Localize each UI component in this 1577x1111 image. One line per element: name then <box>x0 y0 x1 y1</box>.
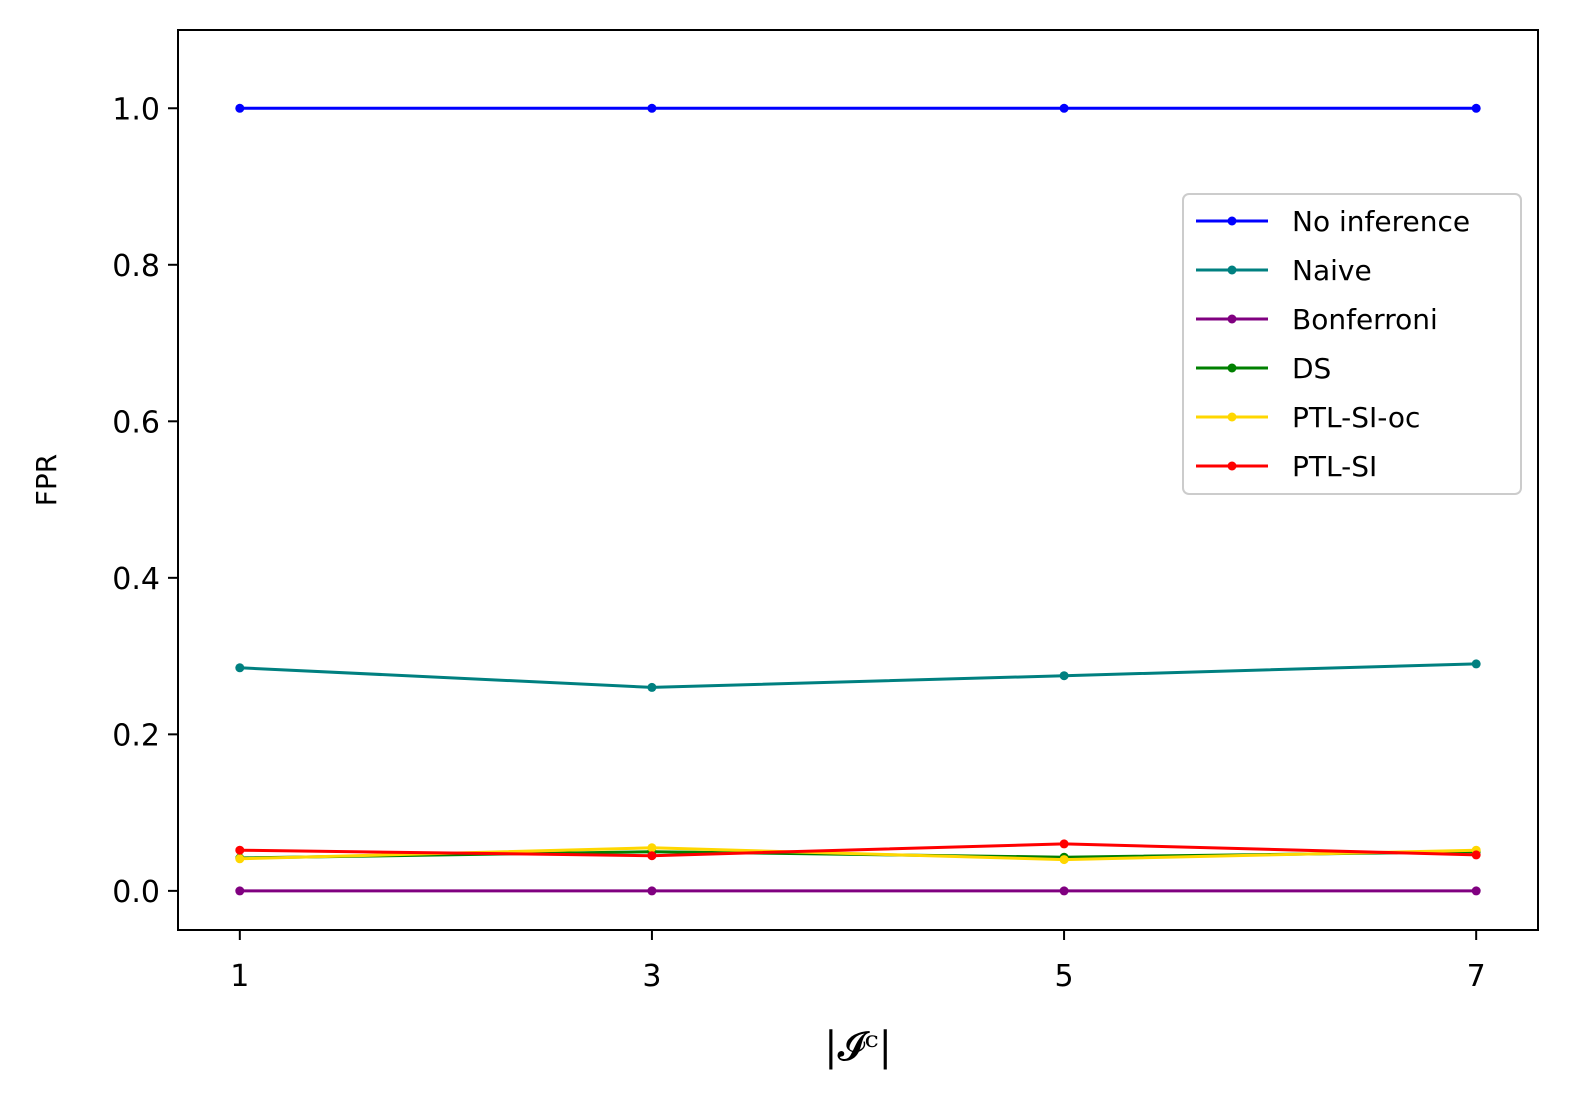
data-point-0-1 <box>647 103 657 113</box>
legend-entry-label: No inference <box>1292 205 1470 238</box>
plot-area <box>235 103 1481 896</box>
y-tick-label: 0.6 <box>112 405 160 440</box>
x-tick-label: 7 <box>1467 959 1486 994</box>
data-point-4-1 <box>647 843 657 853</box>
legend: No inference Naive Bonferroni DS PTL-SI-oc PT… <box>1182 193 1522 495</box>
x-axis-label: |𝓘ᶜ| <box>824 1024 892 1070</box>
x-tick-label: 1 <box>230 959 249 994</box>
data-point-1-0 <box>235 663 245 673</box>
legend-swatch-marker <box>1227 412 1237 422</box>
legend-swatch-marker <box>1227 363 1237 373</box>
data-point-0-0 <box>235 103 245 113</box>
data-point-2-2 <box>1059 886 1069 896</box>
axes-frame <box>177 29 1539 931</box>
legend-entry-label: PTL-SI-oc <box>1292 401 1420 434</box>
data-point-5-1 <box>647 851 657 861</box>
series-line-5 <box>239 842 1477 858</box>
data-point-2-0 <box>235 886 245 896</box>
legend-swatch-marker <box>1227 216 1237 226</box>
legend-entry-label: PTL-SI <box>1292 450 1377 483</box>
legend-entry-label: DS <box>1292 352 1331 385</box>
legend-swatch-marker <box>1227 265 1237 275</box>
y-tick-label: 0.8 <box>112 249 160 284</box>
y-tick-label: 1.0 <box>112 92 160 127</box>
y-tick-label: 0.0 <box>112 875 160 910</box>
series-line-1 <box>239 662 1477 689</box>
data-point-1-2 <box>1059 671 1069 681</box>
data-point-0-3 <box>1471 103 1481 113</box>
y-tick-label: 0.4 <box>112 562 160 597</box>
data-point-5-0 <box>235 845 245 855</box>
data-point-5-2 <box>1059 839 1069 849</box>
legend-entry-label: Naive <box>1292 254 1372 287</box>
legend-swatch-marker <box>1227 314 1237 324</box>
y-axis: 0.0 0.2 0.4 0.6 0.8 1.0 <box>112 92 178 910</box>
x-axis: 1 3 5 7 <box>230 930 1486 994</box>
data-point-5-3 <box>1471 850 1481 860</box>
data-point-4-0 <box>235 854 245 864</box>
x-tick-label: 3 <box>642 959 661 994</box>
y-tick-label: 0.2 <box>112 718 160 753</box>
x-tick-label: 5 <box>1055 959 1074 994</box>
data-point-4-2 <box>1059 855 1069 865</box>
data-point-2-1 <box>647 886 657 896</box>
legend-entry-label: Bonferroni <box>1292 303 1438 336</box>
data-point-1-3 <box>1471 659 1481 669</box>
legend-swatch-marker <box>1227 461 1237 471</box>
legend-box <box>1182 193 1522 495</box>
y-axis-label: FPR <box>30 454 63 506</box>
data-point-1-1 <box>647 682 657 692</box>
data-point-2-3 <box>1471 886 1481 896</box>
data-point-0-2 <box>1059 103 1069 113</box>
